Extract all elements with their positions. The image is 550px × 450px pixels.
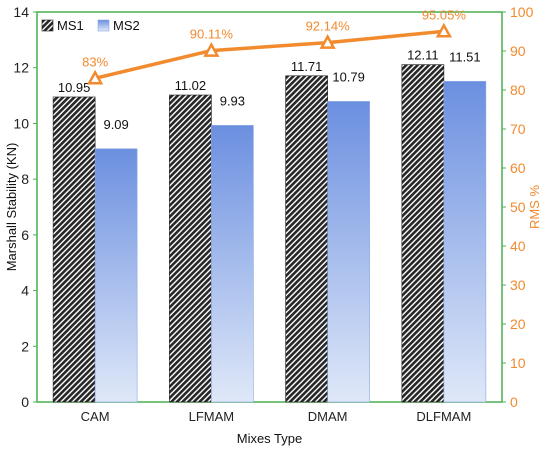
x-tick-label: DLFMAM xyxy=(416,409,471,424)
legend-swatch-ms2 xyxy=(97,19,110,32)
y-tick-label: 10 xyxy=(13,115,29,131)
y2-tick-label: 40 xyxy=(510,238,526,254)
bar-ms1 xyxy=(169,94,212,403)
x-tick-label: LFMAM xyxy=(189,409,235,424)
y2-tick-label: 100 xyxy=(510,4,534,20)
y2-tick-label: 80 xyxy=(510,82,526,98)
data-label-ms2: 9.93 xyxy=(220,93,245,108)
y2-tick-label: 50 xyxy=(510,199,526,215)
legend-label-ms1: MS1 xyxy=(57,18,84,33)
legend-swatch-ms1 xyxy=(41,19,54,32)
y2-tick-label: 30 xyxy=(510,277,526,293)
x-axis-title: Mixes Type xyxy=(237,431,303,446)
rms-label: 95.05% xyxy=(422,7,467,22)
y2-tick-label: 10 xyxy=(510,355,526,371)
data-label-ms2: 11.51 xyxy=(449,49,481,64)
rms-line xyxy=(94,29,445,81)
bar-ms2 xyxy=(94,148,138,403)
rms-marker xyxy=(319,34,336,49)
y-tick-label: 14 xyxy=(13,4,29,20)
x-tick-label: CAM xyxy=(81,409,110,424)
y-tick-label: 2 xyxy=(21,338,29,354)
y2-tick-label: 60 xyxy=(510,160,526,176)
data-label-ms1: 11.02 xyxy=(175,78,207,93)
y-tick-label: 8 xyxy=(21,171,29,187)
y2-tick-label: 0 xyxy=(510,394,518,410)
data-label-ms2: 9.09 xyxy=(103,117,128,132)
rms-marker xyxy=(203,41,220,57)
rms-label: 90.11% xyxy=(190,27,234,42)
bar-ms1 xyxy=(285,75,328,403)
rms-label: 83% xyxy=(82,54,108,69)
bar-ms1 xyxy=(52,96,96,403)
bar-ms2 xyxy=(443,81,487,403)
y2-tick-label: 70 xyxy=(510,121,526,137)
data-label-ms1: 11.71 xyxy=(291,59,323,74)
legend-label-ms2: MS2 xyxy=(113,18,140,33)
data-label-ms1: 12.11 xyxy=(407,48,439,63)
y2-axis-title: RMS % xyxy=(527,185,542,230)
bar-ms2 xyxy=(327,101,370,403)
x-tick-label: DMAM xyxy=(308,409,348,424)
y-axis-title: Marshall Stability (KN) xyxy=(4,143,19,272)
y-tick-label: 0 xyxy=(21,394,29,410)
y-tick-label: 6 xyxy=(21,227,29,243)
line-layer: 83% 90.11% 92.14% 95.05% xyxy=(82,7,467,85)
rms-marker xyxy=(87,69,104,85)
axes: 0 2 4 6 8 10 12 14 0 10 20 30 40 50 60 70 80 90 100 CAM LFMA… xyxy=(4,4,542,446)
y-tick-label: 12 xyxy=(13,60,29,76)
y2-tick-label: 90 xyxy=(510,43,526,59)
legend: MS1 MS2 xyxy=(41,18,140,33)
bar-ms2 xyxy=(211,125,254,403)
bars: 10.95 9.09 11.02 9.93 11.71 10.79 12.11 11.51 xyxy=(52,48,487,403)
bar-ms1 xyxy=(401,64,445,403)
y-tick-label: 4 xyxy=(21,283,29,299)
data-label-ms1: 10.95 xyxy=(58,80,91,95)
rms-marker xyxy=(435,22,452,38)
rms-label: 92.14% xyxy=(306,19,351,34)
y2-tick-label: 20 xyxy=(510,316,526,332)
data-label-ms2: 10.79 xyxy=(332,69,365,84)
